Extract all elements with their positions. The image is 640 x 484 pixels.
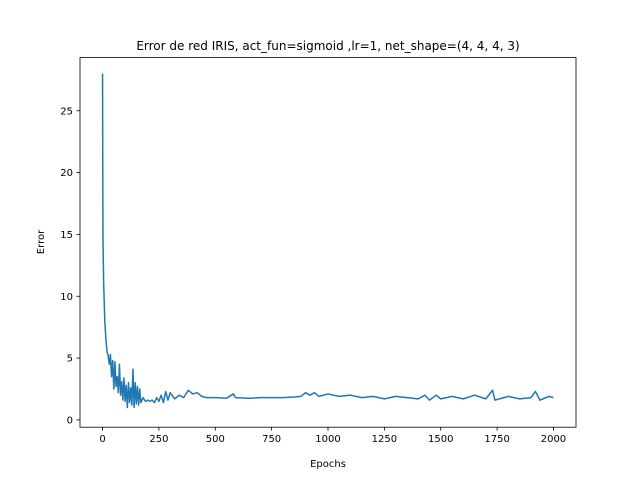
y-axis-label: Error xyxy=(36,229,47,254)
y-tick-label: 20 xyxy=(60,168,73,179)
x-tick-label: 500 xyxy=(206,434,225,445)
x-tick-label: 1750 xyxy=(484,434,509,445)
chart-title: Error de red IRIS, act_fun=sigmoid ,lr=1… xyxy=(136,39,519,53)
line xyxy=(101,73,554,409)
x-axis-label: Epochs xyxy=(310,459,346,470)
x-tick-label: 250 xyxy=(149,434,168,445)
y-tick-label: 5 xyxy=(67,354,73,365)
y-tick-label: 15 xyxy=(60,230,73,241)
x-tick-label: 1250 xyxy=(372,434,397,445)
axes-frame xyxy=(79,57,577,428)
x-tick-label: 750 xyxy=(262,434,281,445)
x-tick-label: 2000 xyxy=(541,434,566,445)
x-tick-label: 1000 xyxy=(315,434,340,445)
y-tick-label: 10 xyxy=(60,292,73,303)
y-tick-label: 25 xyxy=(60,106,73,117)
x-tick-label: 1500 xyxy=(428,434,453,445)
y-tick-label: 0 xyxy=(67,415,73,426)
x-tick-label: 0 xyxy=(99,434,105,445)
